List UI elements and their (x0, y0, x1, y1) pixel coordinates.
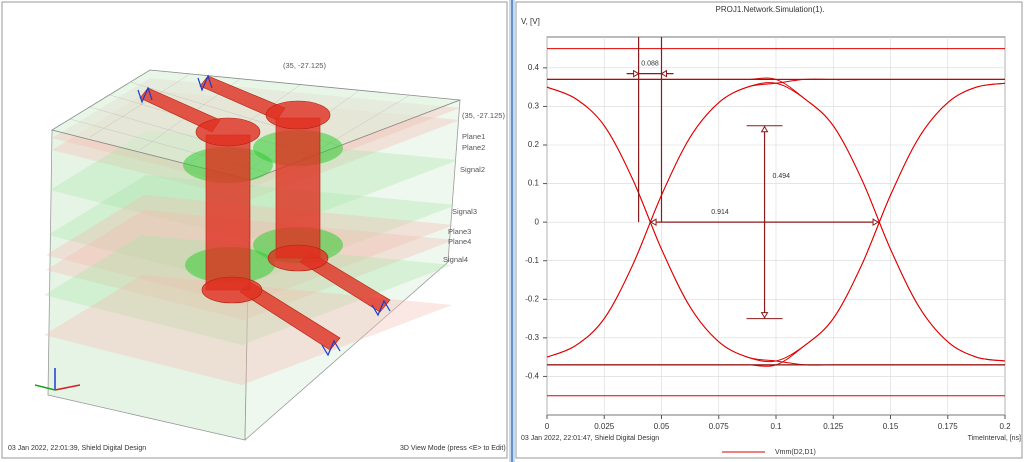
x-tick-label: 0.175 (938, 422, 959, 431)
x-tick-label: 0.025 (594, 422, 615, 431)
y-tick-label: 0 (535, 217, 540, 226)
y-tick-label: 0.3 (528, 102, 540, 111)
y-tick-label: -0.4 (525, 372, 539, 381)
y-tick-label: -0.1 (525, 256, 539, 265)
footer-left: 03 Jan 2022, 22:01:39, Shield Digital De… (8, 445, 146, 452)
arrowhead (660, 69, 667, 78)
x-tick-label: 0.075 (709, 422, 730, 431)
axis-triad (34, 368, 81, 391)
measure-label: 0.088 (641, 60, 659, 67)
x-tick-label: 0 (545, 422, 550, 431)
board-3d (34, 69, 461, 441)
x-tick-label: 0.15 (883, 422, 899, 431)
measure-label: 0.494 (773, 173, 791, 180)
layer-label: Signal2 (460, 165, 485, 174)
ports (137, 74, 391, 357)
layer-label: Plane1 (462, 132, 485, 141)
arrowhead (633, 69, 640, 78)
layer-label: Signal3 (452, 207, 477, 216)
arrowhead (872, 218, 880, 227)
layer-label: Plane4 (448, 237, 471, 246)
x-tick-label: 0.125 (823, 422, 844, 431)
layer-label: Plane3 (448, 227, 471, 236)
x-axis-label: TimeInterval, [ns] (968, 435, 1021, 442)
arrowhead (760, 125, 769, 133)
y-tick-label: -0.2 (525, 294, 539, 303)
y-tick-label: 0.1 (528, 179, 540, 188)
x-tick-label: 0.05 (654, 422, 670, 431)
layer-label: Plane2 (462, 143, 485, 152)
arrowhead (760, 312, 769, 319)
corner-label: (35, -27.125) (462, 111, 505, 120)
arrowhead (650, 218, 657, 227)
y-tick-label: -0.3 (525, 333, 539, 342)
measure-label: 0.914 (711, 209, 729, 216)
legend-label: Vmm(D2,D1) (775, 449, 816, 456)
footer: 03 Jan 2022, 22:01:47, Shield Digital De… (521, 435, 659, 442)
y-tick-label: 0.4 (528, 63, 540, 72)
corner-label: (35, -27.125) (283, 61, 326, 70)
signal-traces (139, 75, 391, 351)
layer-label: Signal4 (443, 255, 468, 264)
y-tick-label: 0.2 (528, 140, 540, 149)
chart-title: PROJ1.Network.Simulation(1). (716, 5, 825, 14)
footer-right: 3D View Mode (press <E> to Edit) (400, 445, 506, 452)
x-tick-label: 0.2 (999, 422, 1011, 431)
y-axis-label: V, [V] (521, 17, 540, 26)
x-tick-label: 0.1 (770, 422, 782, 431)
